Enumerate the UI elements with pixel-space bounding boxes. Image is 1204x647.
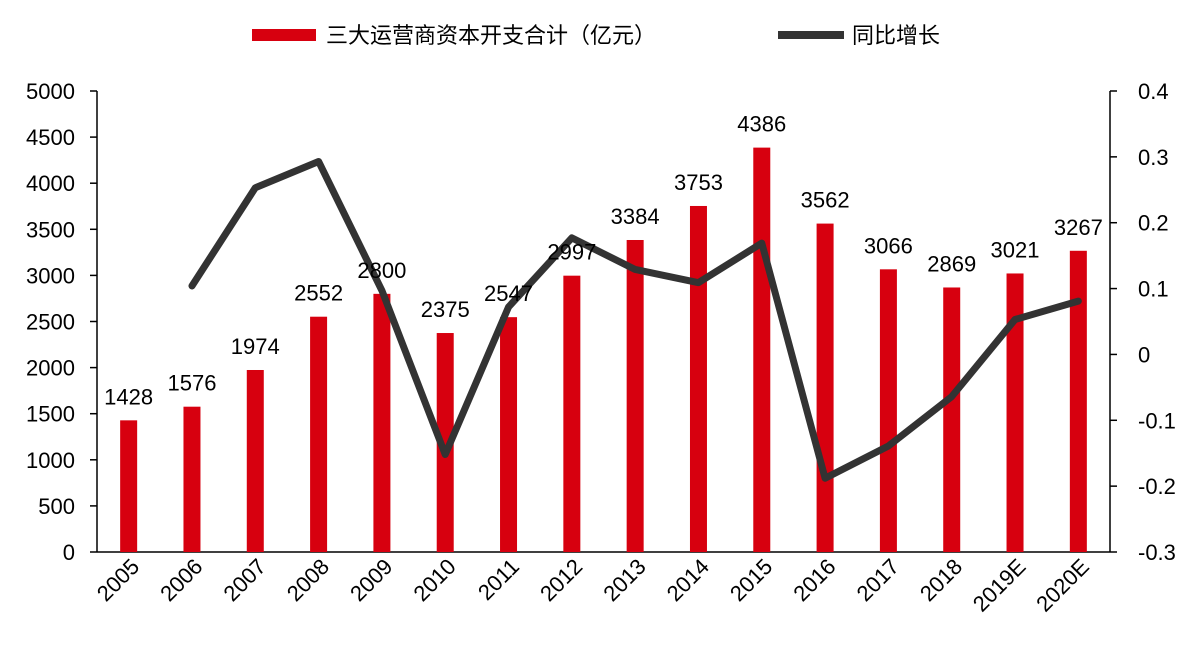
bar xyxy=(373,293,391,552)
bar xyxy=(183,406,201,552)
growth-line xyxy=(188,157,1082,482)
y-left-tick-label: 5000 xyxy=(26,79,75,104)
bar-value-label: 3384 xyxy=(611,204,660,229)
x-tick-label: 2014 xyxy=(662,554,714,606)
y-left-tick-label: 500 xyxy=(38,494,75,519)
y-right-tick-label: 0.2 xyxy=(1138,211,1169,236)
x-tick-label: 2008 xyxy=(282,554,334,606)
bar-value-label: 3021 xyxy=(991,237,1040,262)
bar xyxy=(310,316,328,552)
bar-value-label: 3066 xyxy=(864,233,913,258)
y-left-tick-label: 3500 xyxy=(26,217,75,242)
y-left-tick-label: 4500 xyxy=(26,125,75,150)
bar-value-label: 1974 xyxy=(231,334,280,359)
x-tick-label: 2017 xyxy=(852,554,904,606)
bar xyxy=(500,317,518,552)
bar xyxy=(689,205,707,553)
data-labels: 1428 1576 1974 2552 2800 2375 2547 2997 3384 3753… xyxy=(104,112,1103,410)
bar-value-label: 2552 xyxy=(294,281,343,306)
x-tick-label: 2006 xyxy=(155,554,207,606)
bar-value-label: 1428 xyxy=(104,384,153,409)
bar xyxy=(1006,273,1024,552)
x-tick-label: 2011 xyxy=(473,554,524,605)
y-left-tick-label: 2500 xyxy=(26,310,75,335)
y-right-tick-label: 0.4 xyxy=(1138,79,1169,104)
bar xyxy=(563,275,581,552)
y-left-tick-label: 4000 xyxy=(26,171,75,196)
bar-value-label: 2997 xyxy=(547,240,596,265)
x-tick-label: 2020E xyxy=(1031,554,1094,617)
bar xyxy=(753,147,771,553)
bar-value-label: 3562 xyxy=(801,188,850,213)
y-right-tick-label: -0.2 xyxy=(1138,474,1176,499)
y-right-tick-label: 0.3 xyxy=(1138,145,1169,170)
x-tick-label: 2015 xyxy=(725,554,777,606)
x-tick-label: 2013 xyxy=(598,554,650,606)
bar-value-label: 4386 xyxy=(737,112,786,137)
bar-value-label: 2869 xyxy=(927,251,976,276)
bar xyxy=(816,223,834,552)
line-series xyxy=(188,157,1082,482)
legend-swatch-bar xyxy=(252,29,316,41)
bar xyxy=(436,333,454,552)
y-right-tick-label: 0 xyxy=(1138,342,1150,367)
bar xyxy=(626,239,644,553)
x-tick-label: 2018 xyxy=(915,554,967,606)
bar xyxy=(246,369,264,552)
y-right-tick-label: -0.1 xyxy=(1138,408,1176,433)
bar-value-label: 2375 xyxy=(421,297,470,322)
bar-value-label: 3267 xyxy=(1054,215,1103,240)
x-tick-label: 2012 xyxy=(535,554,587,606)
x-tick-label: 2009 xyxy=(345,554,397,606)
y-left-tick-label: 1500 xyxy=(26,402,75,427)
bar xyxy=(879,269,897,552)
y-right-tick-label: -0.3 xyxy=(1138,540,1176,565)
legend-label-bar: 三大运营商资本开支合计（亿元） xyxy=(326,24,656,49)
bar-value-label: 2800 xyxy=(357,258,406,283)
bar-value-label: 1576 xyxy=(167,371,216,396)
bar-value-label: 3753 xyxy=(674,170,723,195)
x-tick-label: 2016 xyxy=(788,554,840,606)
y-left-tick-label: 3000 xyxy=(26,263,75,288)
x-tick-label: 2010 xyxy=(408,554,460,606)
y-left-tick-label: 2000 xyxy=(26,356,75,381)
y-left-tick-label: 0 xyxy=(63,540,75,565)
bar-series xyxy=(120,147,1087,553)
bar xyxy=(1069,250,1087,552)
y-right-tick-label: 0.1 xyxy=(1138,277,1169,302)
y-left-tick-label: 1000 xyxy=(26,448,75,473)
x-tick-label: 2007 xyxy=(219,554,271,606)
bar xyxy=(943,287,961,552)
bar-value-label: 2547 xyxy=(484,281,533,306)
x-tick-label: 2005 xyxy=(92,554,144,606)
bar xyxy=(120,420,138,552)
legend: 三大运营商资本开支合计（亿元） 同比增长 xyxy=(252,24,940,49)
x-tick-label: 2019E xyxy=(968,554,1031,617)
legend-label-line: 同比增长 xyxy=(852,24,940,49)
